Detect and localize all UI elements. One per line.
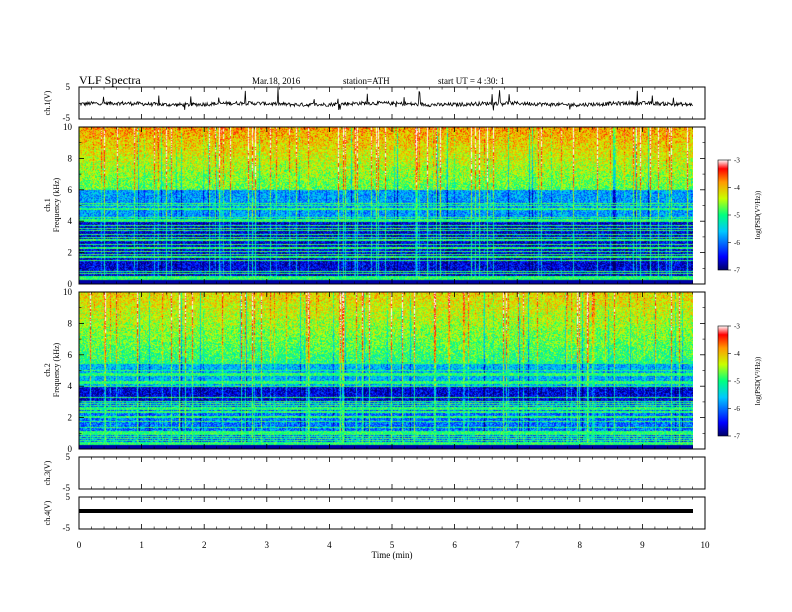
colorbar-tick-label: -3 [734,157,740,165]
x-tick-label: 6 [452,540,457,550]
x-tick-label: 4 [327,540,332,550]
colorbar-tick-label: -3 [734,323,740,331]
ch2-freq-label: Frequency (kHz) [52,342,61,397]
ch2-colorbar-label: log(PSD(V²/Hz)) [754,356,762,405]
axis-ticks-group: 0 1 2 3 4 5 6 7 8 9 100246810-3-4-5-6-70246810-3-4… [63,87,740,550]
date-label: Mar.18, 2016 [252,76,301,86]
ch1-spectrogram-image [79,127,693,284]
x-tick-label: 1 [139,540,144,550]
ch3-ytick-top: 5 [66,452,71,462]
y-tick-label: 0 [68,279,73,289]
ch4-ytick-bottom: -5 [63,523,71,533]
colorbar-tick-label: -5 [734,212,740,220]
y-tick-label: 0 [68,444,73,454]
y-tick-label: 10 [63,287,73,297]
x-tick-label: 0 [77,540,82,550]
ch1-ylabel: ch.1(V) [43,90,52,115]
ch1-colorbar-label: log(PSD(V²/Hz)) [754,190,762,239]
ch4-waveform-line [79,509,693,513]
colorbar-tick-label: -5 [734,378,740,386]
ch1-waveform-line [79,87,693,111]
ch2-colorbar [718,326,728,436]
y-tick-label: 2 [68,248,73,258]
x-axis-label: Time (min) [372,550,413,560]
y-tick-label: 10 [63,122,73,132]
x-tick-label: 9 [640,540,645,550]
y-tick-label: 4 [68,216,73,226]
ch1-ytick-bottom: -5 [63,113,71,123]
ch3-ylabel: ch.3(V) [43,460,52,485]
y-tick-label: 4 [68,381,73,391]
ch4-ytick-top: 5 [66,492,71,502]
colorbar-tick-label: -4 [734,184,740,192]
y-tick-label: 6 [68,350,73,360]
colorbar-tick-label: -6 [734,405,740,413]
colorbar-tick-label: -6 [734,239,740,247]
ch1-freq-label: Frequency (kHz) [52,177,61,232]
x-tick-label: 2 [202,540,207,550]
ch2-channel-label: ch.2 [43,363,52,377]
ch1-ytick-top: 5 [66,82,71,92]
x-tick-label: 5 [390,540,395,550]
y-tick-label: 6 [68,185,73,195]
y-tick-label: 8 [68,318,73,328]
x-tick-label: 10 [701,540,711,550]
y-tick-label: 8 [68,153,73,163]
x-tick-label: 8 [578,540,583,550]
ch2-spectrogram-image [79,292,693,449]
x-tick-label: 3 [265,540,270,550]
colorbar-tick-label: -7 [734,267,740,275]
figure-title: VLF Spectra [79,73,141,87]
ch1-channel-label: ch.1 [43,198,52,212]
colorbar-tick-label: -4 [734,350,740,358]
start-ut-label: start UT = 4 :30: 1 [438,76,505,86]
ch3-ytick-bottom: -5 [63,483,71,493]
y-tick-label: 2 [68,413,73,423]
colorbar-tick-label: -7 [734,433,740,441]
station-label: station=ATH [343,76,390,86]
ch1-colorbar [718,160,728,270]
ch4-ylabel: ch.4(V) [43,500,52,525]
x-tick-label: 7 [515,540,520,550]
